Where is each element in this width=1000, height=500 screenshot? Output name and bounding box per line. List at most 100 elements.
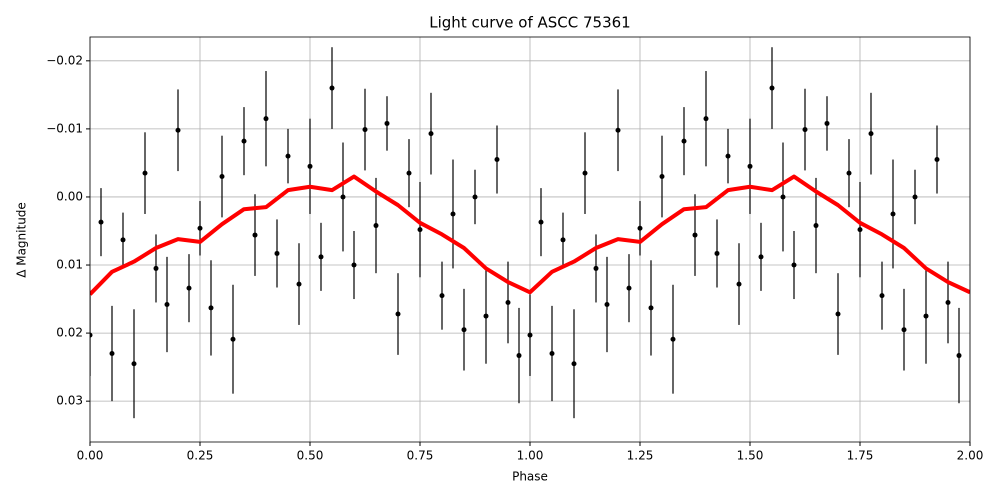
data-point <box>307 163 313 169</box>
data-point <box>131 361 137 367</box>
data-point <box>604 302 610 308</box>
data-point <box>373 223 379 229</box>
data-point <box>879 293 885 299</box>
data-point <box>747 163 753 169</box>
x-tick-label: 0.25 <box>187 449 214 463</box>
data-point <box>494 157 500 163</box>
data-point <box>824 120 830 126</box>
data-point <box>901 327 907 333</box>
data-point <box>648 305 654 311</box>
data-point <box>483 313 489 319</box>
data-point <box>890 211 896 217</box>
data-point <box>714 250 720 256</box>
x-tick-label: 0.50 <box>297 449 324 463</box>
data-point <box>384 120 390 126</box>
chart-title: Light curve of ASCC 75361 <box>429 14 630 32</box>
data-point <box>593 265 599 271</box>
x-tick-label: 0.75 <box>407 449 434 463</box>
data-point <box>285 153 291 159</box>
data-point <box>318 254 324 260</box>
data-point <box>461 327 467 333</box>
data-point <box>703 116 709 122</box>
data-point <box>813 223 819 229</box>
y-tick-label: −0.02 <box>46 53 83 67</box>
data-point <box>109 351 115 357</box>
data-point <box>90 332 93 338</box>
data-point <box>516 353 522 359</box>
y-tick-label: 0.03 <box>56 394 83 408</box>
data-point <box>736 281 742 287</box>
y-tick-label: 0.00 <box>56 189 83 203</box>
data-point <box>505 299 511 305</box>
data-point <box>549 351 555 357</box>
x-tick-label: 1.75 <box>847 449 874 463</box>
data-point <box>98 219 104 225</box>
y-tick-label: −0.01 <box>46 121 83 135</box>
data-point <box>934 157 940 163</box>
data-point <box>670 336 676 342</box>
data-point <box>362 127 368 133</box>
data-point <box>659 174 665 180</box>
data-point <box>582 170 588 176</box>
data-point <box>153 265 159 271</box>
data-point <box>340 194 346 200</box>
y-axis-label: Δ Magnitude <box>15 202 29 278</box>
data-point <box>175 127 181 133</box>
x-tick-label: 1.25 <box>627 449 654 463</box>
data-point <box>780 194 786 200</box>
data-point <box>274 250 280 256</box>
smoothed-curve <box>90 174 970 296</box>
data-point <box>252 232 258 238</box>
x-tick-label: 1.50 <box>737 449 764 463</box>
y-tick-label: 0.02 <box>56 326 83 340</box>
data-point <box>219 174 225 180</box>
x-tick-label: 0.00 <box>77 449 104 463</box>
data-point <box>428 131 434 137</box>
data-point <box>868 131 874 137</box>
data-point <box>417 227 423 233</box>
data-point <box>692 232 698 238</box>
data-point <box>835 311 841 317</box>
data-point <box>626 285 632 291</box>
data-point <box>846 170 852 176</box>
data-point <box>725 153 731 159</box>
data-point <box>208 305 214 311</box>
data-point <box>912 194 918 200</box>
data-point <box>538 219 544 225</box>
data-point <box>758 254 764 260</box>
data-point <box>527 332 533 338</box>
data-point <box>263 116 269 122</box>
data-point <box>186 285 192 291</box>
x-tick-label: 2.00 <box>957 449 984 463</box>
data-point <box>472 194 478 200</box>
data-point <box>956 353 962 359</box>
data-point <box>395 311 401 317</box>
data-point <box>120 237 126 243</box>
plot-area <box>90 47 970 419</box>
data-point <box>857 227 863 233</box>
data-point <box>406 170 412 176</box>
data-point <box>637 225 643 231</box>
data-point <box>230 336 236 342</box>
data-point <box>164 302 170 308</box>
data-point <box>439 293 445 299</box>
data-point <box>802 127 808 133</box>
data-point <box>197 225 203 231</box>
data-point <box>560 237 566 243</box>
data-point <box>351 262 357 268</box>
data-point <box>571 361 577 367</box>
data-point <box>329 85 335 91</box>
x-tick-label: 1.00 <box>517 449 544 463</box>
data-point <box>142 170 148 176</box>
data-point <box>923 313 929 319</box>
data-point <box>681 138 687 144</box>
data-point <box>296 281 302 287</box>
x-axis-label: Phase <box>512 470 548 484</box>
data-point <box>769 85 775 91</box>
ticks: 0.00 0.25 0.50 0.75 1.00 1.25 1.50 1.75 2.00 −0.0… <box>46 53 983 462</box>
data-point <box>450 211 456 217</box>
y-tick-label: 0.01 <box>56 258 83 272</box>
data-point <box>945 299 951 305</box>
